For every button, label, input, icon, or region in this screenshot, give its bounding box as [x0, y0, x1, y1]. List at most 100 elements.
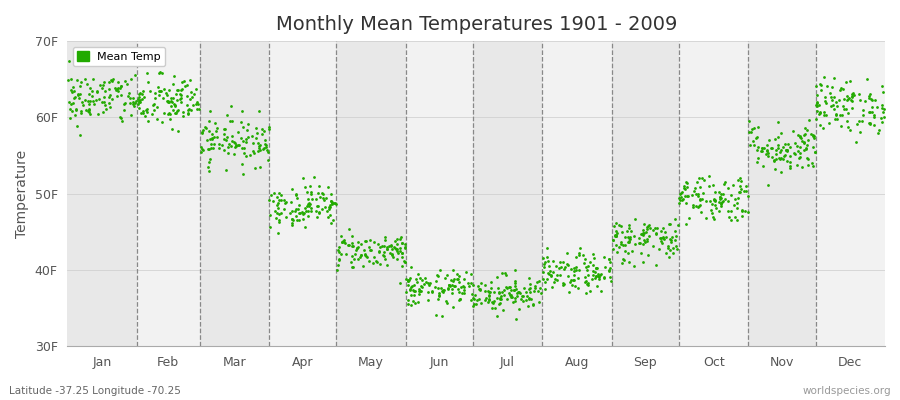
- Point: [714, 193, 728, 200]
- Point: [614, 223, 628, 229]
- Point: [721, 198, 735, 204]
- Point: [659, 250, 673, 256]
- Point: [156, 94, 170, 101]
- Point: [878, 105, 892, 112]
- Point: [436, 289, 450, 296]
- Point: [436, 288, 450, 294]
- Point: [221, 150, 236, 156]
- Point: [304, 208, 319, 214]
- Point: [362, 258, 376, 265]
- Point: [713, 194, 727, 200]
- Point: [618, 233, 633, 240]
- Point: [398, 241, 412, 248]
- Point: [158, 90, 173, 96]
- Point: [754, 148, 769, 154]
- Point: [349, 244, 364, 251]
- Point: [334, 251, 348, 258]
- Point: [696, 190, 710, 196]
- Point: [359, 238, 374, 244]
- Point: [730, 217, 744, 224]
- Point: [163, 111, 177, 118]
- Point: [842, 78, 857, 84]
- Point: [518, 297, 533, 303]
- Point: [464, 271, 478, 278]
- Point: [800, 136, 814, 143]
- Point: [841, 96, 855, 103]
- Point: [356, 263, 370, 270]
- Point: [816, 74, 831, 80]
- Point: [413, 288, 428, 295]
- Point: [445, 281, 459, 288]
- Point: [597, 254, 611, 260]
- Point: [500, 296, 515, 302]
- Point: [663, 247, 678, 254]
- Point: [580, 264, 594, 270]
- Point: [521, 296, 535, 302]
- Point: [825, 84, 840, 90]
- Point: [255, 126, 269, 132]
- Point: [860, 76, 875, 82]
- Point: [840, 79, 854, 85]
- Point: [650, 225, 664, 231]
- Point: [820, 83, 834, 90]
- Point: [800, 155, 814, 162]
- Point: [761, 150, 776, 156]
- Point: [598, 275, 612, 281]
- Point: [708, 197, 723, 203]
- Point: [712, 208, 726, 215]
- Point: [851, 90, 866, 97]
- Point: [298, 208, 312, 214]
- Point: [810, 102, 824, 109]
- Point: [323, 204, 338, 210]
- Point: [68, 107, 83, 114]
- Point: [407, 282, 421, 289]
- Point: [819, 112, 833, 118]
- Point: [309, 196, 323, 202]
- Point: [504, 292, 518, 298]
- Point: [829, 98, 843, 105]
- Point: [278, 214, 293, 220]
- Point: [464, 290, 479, 297]
- Point: [118, 78, 132, 84]
- Point: [89, 97, 104, 103]
- Point: [236, 138, 250, 144]
- Point: [747, 125, 761, 131]
- Point: [474, 300, 489, 306]
- Point: [777, 153, 791, 160]
- Point: [813, 108, 827, 115]
- Point: [561, 262, 575, 268]
- Point: [140, 118, 155, 125]
- Point: [285, 216, 300, 222]
- Point: [530, 278, 544, 285]
- Point: [404, 284, 419, 290]
- Point: [446, 304, 460, 310]
- Point: [617, 257, 632, 264]
- Point: [724, 208, 738, 214]
- Point: [590, 265, 604, 271]
- Point: [770, 119, 785, 126]
- Point: [799, 145, 814, 152]
- Point: [721, 184, 735, 191]
- Point: [590, 273, 605, 279]
- Point: [542, 271, 556, 277]
- Point: [742, 118, 757, 124]
- Point: [808, 148, 823, 155]
- Point: [91, 111, 105, 117]
- Point: [248, 125, 263, 132]
- Point: [302, 203, 316, 209]
- Point: [532, 299, 546, 306]
- Point: [707, 202, 722, 208]
- Point: [696, 196, 710, 202]
- Point: [388, 245, 402, 251]
- Point: [675, 197, 689, 203]
- Point: [835, 86, 850, 92]
- Point: [592, 272, 607, 279]
- Point: [109, 87, 123, 93]
- Point: [346, 264, 360, 271]
- Point: [149, 116, 164, 122]
- Point: [202, 118, 216, 124]
- Point: [672, 197, 687, 203]
- Point: [188, 101, 202, 108]
- Point: [597, 273, 611, 280]
- Point: [793, 134, 807, 141]
